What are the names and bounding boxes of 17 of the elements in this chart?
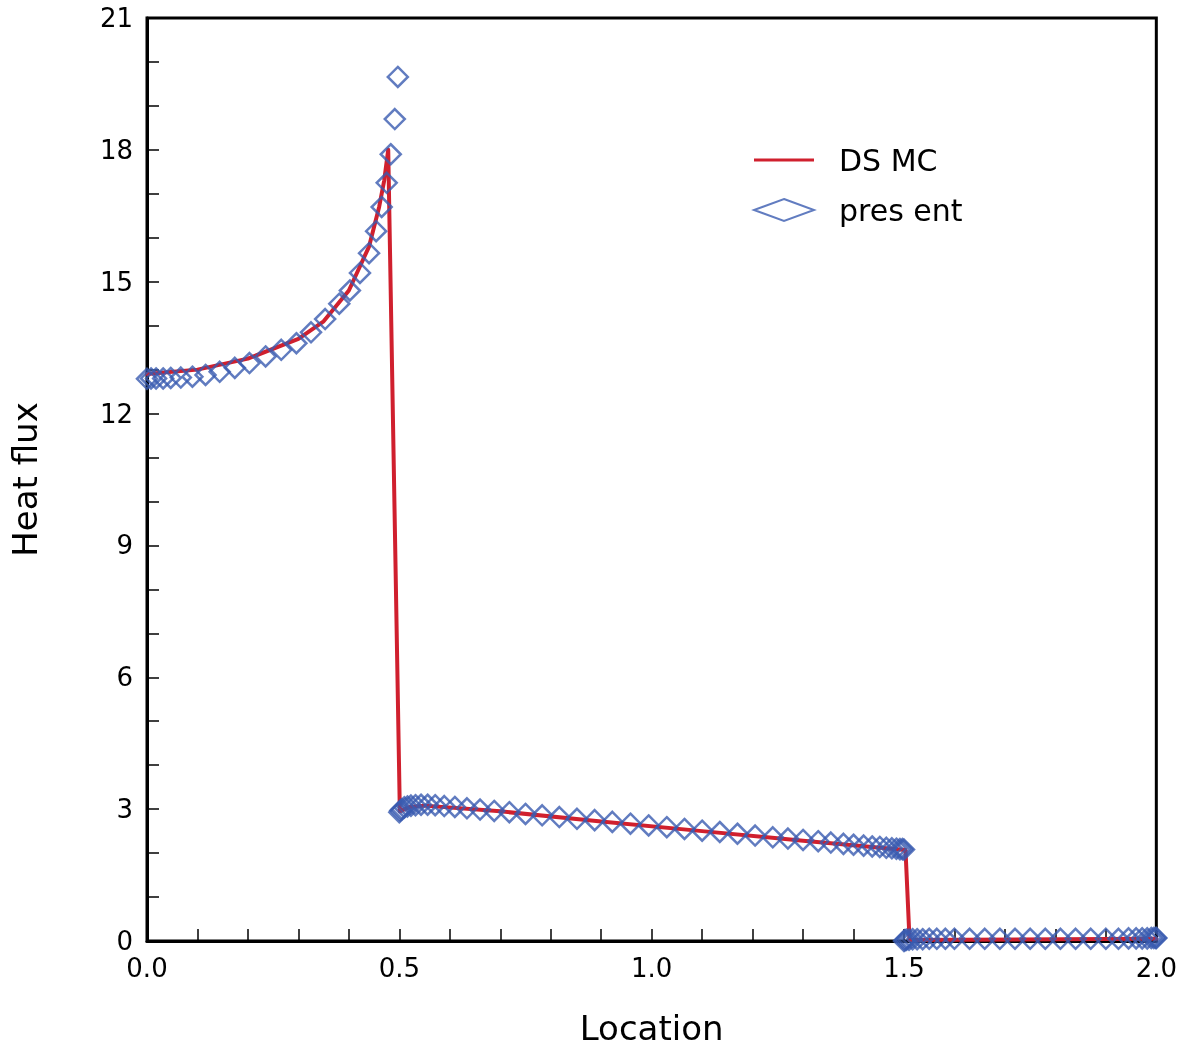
legend-label: DS MC bbox=[839, 142, 938, 178]
y-tick-label: 0 bbox=[116, 926, 133, 956]
y-axis-title: Heat flux bbox=[5, 402, 45, 557]
x-tick-label: 0.5 bbox=[378, 953, 421, 983]
y-tick-label: 6 bbox=[116, 662, 133, 693]
y-tick-label: 15 bbox=[99, 266, 133, 297]
x-axis-title: Location bbox=[579, 1008, 724, 1048]
x-tick-label: 2.0 bbox=[1135, 953, 1178, 983]
x-tick-label: 1.5 bbox=[883, 953, 925, 983]
y-tick-label: 3 bbox=[116, 794, 133, 825]
y-tick-label: 12 bbox=[99, 398, 133, 429]
y-tick-label: 18 bbox=[99, 134, 133, 165]
y-tick-label: 21 bbox=[99, 3, 133, 33]
x-tick-label: 1.0 bbox=[630, 953, 673, 983]
legend-label: pres ent bbox=[839, 192, 963, 228]
x-tick-label: 0.0 bbox=[126, 953, 168, 983]
y-tick-label: 9 bbox=[116, 530, 133, 561]
